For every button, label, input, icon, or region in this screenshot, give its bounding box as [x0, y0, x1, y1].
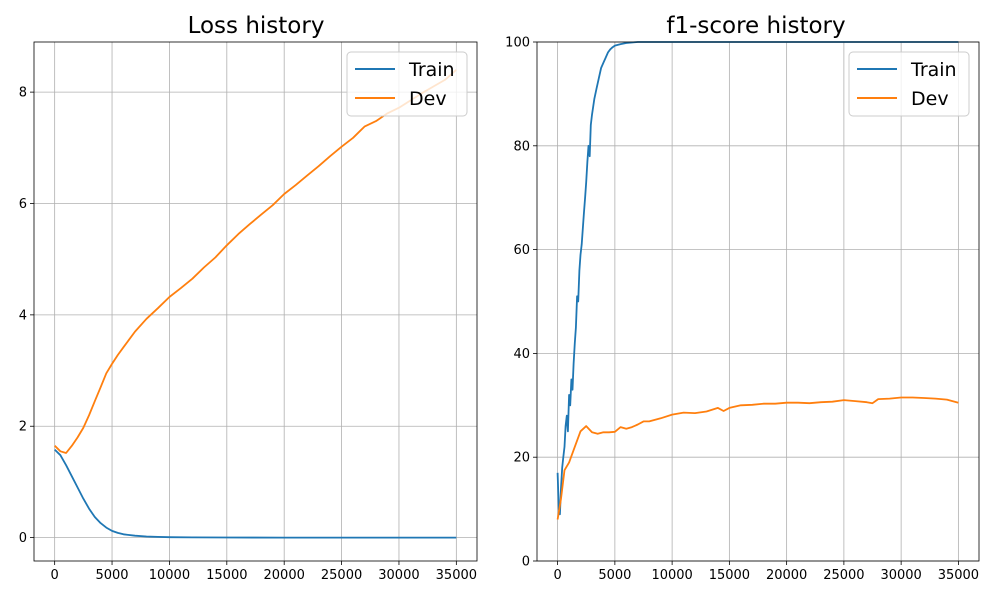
loss-y-tick-label-4: 4	[19, 308, 27, 323]
loss-y-tick-label-0: 0	[19, 531, 27, 546]
f1-y-tick-label-40: 40	[513, 347, 530, 362]
f1-chart-title: f1-score history	[666, 13, 845, 39]
f1-x-tick-label-35000: 35000	[938, 568, 979, 583]
f1-y-tick-label-60: 60	[513, 243, 530, 258]
f1-series-dev-line	[556, 396, 959, 520]
loss-legend-dev-label: Dev	[409, 88, 447, 110]
f1-legend-dev-label: Dev	[911, 88, 949, 110]
f1-ticks: 0 5000 10000 15000 20000 25000 30000 35000 0 20 40…	[505, 36, 979, 584]
f1-axes-frame	[536, 41, 980, 562]
loss-series-train-line	[54, 448, 457, 539]
loss-chart-title: Loss history	[188, 13, 325, 39]
f1-y-tick-label-80: 80	[513, 139, 530, 154]
loss-x-tick-label-35000: 35000	[436, 568, 477, 583]
loss-y-tick-label-2: 2	[19, 420, 27, 435]
f1-x-tick-label-10000: 10000	[651, 568, 692, 583]
f1-x-tick-label-0: 0	[553, 568, 561, 583]
loss-x-tick-label-5000: 5000	[95, 568, 128, 583]
loss-legend: Train Dev	[346, 51, 468, 117]
f1-x-tick-label-30000: 30000	[880, 568, 921, 583]
loss-x-tick-label-25000: 25000	[321, 568, 362, 583]
loss-series-dev-line	[54, 69, 457, 454]
loss-series	[54, 69, 457, 539]
f1-series	[556, 41, 959, 520]
loss-x-tick-label-15000: 15000	[206, 568, 247, 583]
f1-y-tick-label-100: 100	[505, 36, 530, 51]
loss-x-tick-label-30000: 30000	[378, 568, 419, 583]
f1-y-tick-label-20: 20	[513, 451, 530, 466]
f1-x-tick-label-25000: 25000	[823, 568, 864, 583]
loss-legend-train-label: Train	[408, 59, 455, 81]
loss-x-tick-label-20000: 20000	[264, 568, 305, 583]
f1-legend: Train Dev	[848, 51, 970, 117]
f1-x-tick-label-15000: 15000	[709, 568, 750, 583]
f1-x-tick-label-20000: 20000	[766, 568, 807, 583]
loss-history-chart: Loss history 0 5000 10000 15000 20000 25000 30…	[19, 13, 478, 583]
loss-y-tick-label-6: 6	[19, 197, 27, 212]
f1-series-train-line	[556, 41, 959, 516]
loss-x-tick-label-0: 0	[51, 568, 59, 583]
f1-score-history-chart: f1-score history 0 5000 10000 15000 20000 250…	[505, 13, 980, 584]
f1-legend-train-label: Train	[910, 59, 957, 81]
loss-ticks: 0 5000 10000 15000 20000 25000 30000 35000 0 2 4 6 8	[19, 86, 477, 583]
loss-y-tick-label-8: 8	[19, 86, 27, 101]
loss-x-tick-label-10000: 10000	[149, 568, 190, 583]
loss-grid	[34, 42, 477, 561]
f1-x-tick-label-5000: 5000	[598, 568, 631, 583]
f1-y-tick-label-0: 0	[522, 555, 530, 570]
loss-axes-frame	[33, 41, 478, 562]
